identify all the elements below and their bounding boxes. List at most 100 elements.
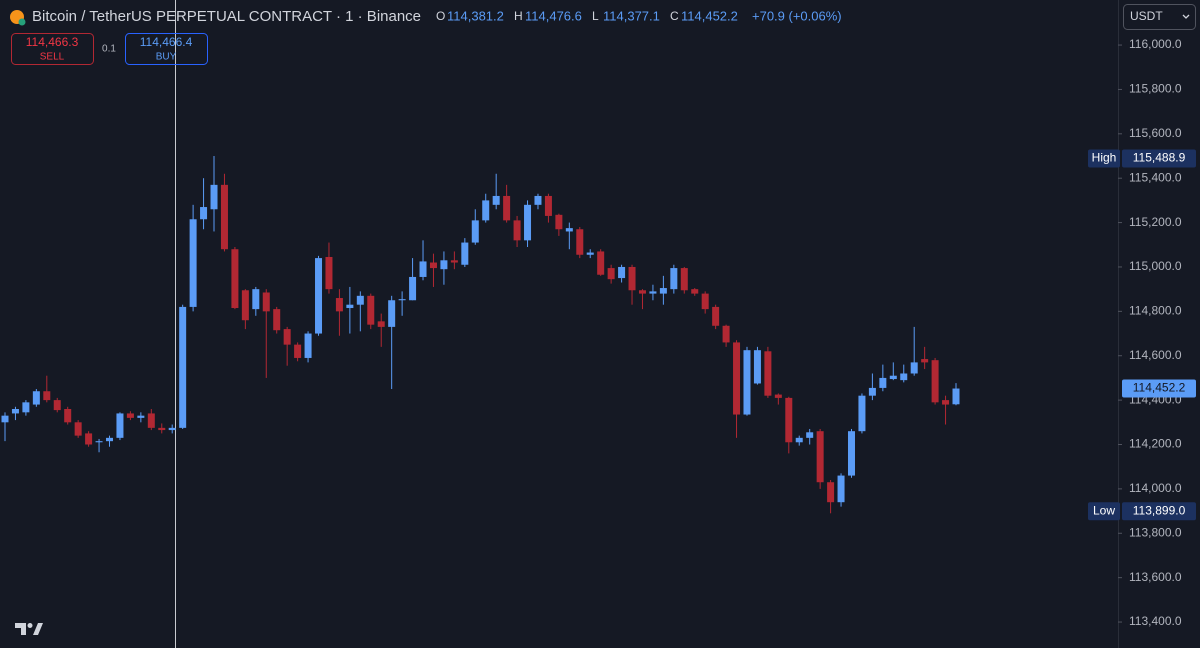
- y-tick-label: 114,000.0: [1129, 481, 1182, 495]
- candle-body: [827, 482, 835, 503]
- sell-price[interactable]: 114,466.3: [26, 35, 79, 49]
- candle-body: [733, 342, 741, 415]
- candle-body: [503, 195, 511, 221]
- ohlc-value: 114,377.1: [603, 8, 660, 23]
- candle-body: [806, 432, 814, 438]
- candle-body: [262, 292, 270, 312]
- candle-body: [691, 289, 699, 294]
- ohlc-header: O 114,381.2 H 114,476.6 L 114,377.1 C 114,452.2…: [436, 8, 842, 23]
- price-marker-name-box: [1088, 149, 1120, 168]
- price-marker-box: [1122, 502, 1196, 521]
- candle-body: [670, 268, 678, 290]
- candle-body: [461, 242, 469, 265]
- candle-body: [1, 415, 9, 423]
- candle-body: [11, 408, 19, 414]
- quote-icon: [18, 18, 26, 26]
- candle-body: [200, 207, 208, 220]
- buy-button[interactable]: [125, 33, 208, 65]
- candle-body: [440, 260, 448, 270]
- candle-body: [586, 252, 594, 255]
- candle-body: [273, 309, 281, 331]
- candle-body: [429, 262, 437, 269]
- currency-selector[interactable]: [1123, 4, 1196, 30]
- y-tick-label: 114,200.0: [1129, 437, 1182, 451]
- price-axis: 113,400.0 113,600.0 113,800.0 114,000.0 114,…: [1088, 37, 1196, 628]
- candle-body: [638, 290, 646, 294]
- candle-body: [147, 413, 155, 428]
- candle-body: [471, 220, 479, 243]
- candle-body: [64, 408, 72, 423]
- candle-body: [283, 329, 291, 345]
- candle-body: [858, 395, 866, 432]
- price-marker: 115,488.9 High: [1088, 149, 1196, 168]
- candle-body: [325, 256, 333, 290]
- candle-body: [450, 260, 458, 263]
- chart-title: Bitcoin / TetherUS PERPETUAL CONTRACT · …: [32, 8, 421, 25]
- price-marker: 113,899.0 Low: [1088, 502, 1196, 521]
- change: +70.9 (+0.06%): [752, 8, 842, 23]
- candle-body: [544, 195, 552, 216]
- candle-body: [931, 360, 939, 403]
- candle-body: [753, 350, 761, 384]
- candle-body: [743, 350, 751, 415]
- candle-body: [419, 261, 427, 277]
- candle-body: [555, 214, 563, 230]
- price-marker-box: [1122, 379, 1196, 398]
- candle-body: [220, 184, 228, 250]
- candle-body: [659, 288, 667, 294]
- ohlc-key: L: [592, 9, 599, 23]
- candle-body: [785, 397, 793, 443]
- price-marker-name-box: [1088, 502, 1120, 521]
- candle-body: [910, 362, 918, 374]
- candle-body: [356, 295, 364, 305]
- candle-body: [534, 195, 542, 205]
- candle-body: [942, 400, 950, 405]
- candle-body: [680, 268, 688, 291]
- candle-body: [795, 437, 803, 443]
- candle-body: [315, 258, 323, 334]
- sell-label[interactable]: SELL: [40, 52, 65, 63]
- y-tick-label: 113,600.0: [1129, 570, 1182, 584]
- price-marker: 114,452.2: [1122, 379, 1196, 398]
- ohlc-value: 114,476.6: [525, 8, 582, 23]
- y-tick-label: 114,800.0: [1129, 304, 1182, 318]
- candle-body: [868, 387, 876, 396]
- price-marker-label: 114,452.2: [1133, 381, 1186, 395]
- candle-body: [137, 415, 145, 418]
- candle-body: [241, 290, 249, 321]
- candle-body: [43, 391, 51, 401]
- candle-body: [565, 228, 573, 232]
- sell-button[interactable]: [11, 33, 94, 65]
- candle-body: [367, 295, 375, 325]
- candle-body: [116, 413, 124, 438]
- candle-body: [722, 325, 730, 343]
- candle-body: [126, 413, 134, 418]
- candle-body: [377, 321, 385, 327]
- candle-body: [618, 266, 626, 279]
- ohlc-key: C: [670, 9, 679, 23]
- ohlc-key: O: [436, 9, 445, 23]
- buy-price[interactable]: 114,466.4: [140, 35, 193, 49]
- candle-body: [837, 475, 845, 503]
- candle-body: [294, 344, 302, 358]
- candle-body: [335, 298, 343, 312]
- buy-label[interactable]: BUY: [156, 52, 177, 63]
- ohlc-value: 114,452.2: [681, 8, 738, 23]
- candle-body: [210, 184, 218, 210]
- candle-body: [774, 394, 782, 398]
- quantity[interactable]: 0.1: [102, 44, 116, 55]
- candle-body: [513, 220, 521, 241]
- candle-body: [576, 229, 584, 255]
- candle-body: [74, 422, 82, 436]
- y-tick-label: 115,000.0: [1129, 259, 1182, 273]
- y-tick-label: 115,600.0: [1129, 126, 1182, 140]
- logo: [15, 623, 43, 635]
- candle-body: [231, 249, 239, 309]
- candle-body: [482, 200, 490, 221]
- candle-body: [628, 266, 636, 291]
- candle-body: [388, 300, 396, 327]
- currency[interactable]: USDT: [1130, 9, 1163, 23]
- candle-body: [179, 306, 187, 428]
